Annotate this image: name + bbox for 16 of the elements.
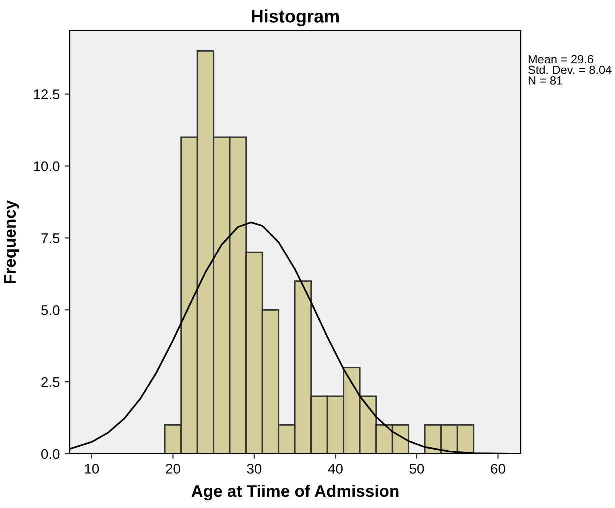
y-tick-label: 12.5 — [34, 90, 60, 100]
text: Mean = 29.6 Std. Dev. = 8.04 N = 81 — [528, 55, 612, 85]
x-tick-label: 50 — [410, 464, 424, 474]
y-tick-label: 7.5 — [42, 234, 60, 244]
x-tick-label: 10 — [85, 464, 100, 474]
chart-title: Histogram — [252, 10, 340, 26]
y-tick-label: 5.0 — [42, 305, 60, 316]
y-tick-label: 2.5 — [42, 377, 60, 388]
x-tick-label: 60 — [491, 464, 506, 474]
x-tick-label: 40 — [328, 464, 343, 474]
x-axis-title: Age at Tiime of Admission — [192, 485, 399, 501]
x-tick-label: 20 — [166, 464, 180, 474]
y-axis-title: Frequency — [4, 200, 20, 284]
y-tick-label: 0.0 — [42, 449, 60, 460]
x-tick-label: 30 — [247, 464, 262, 474]
y-tick-label: 10.0 — [34, 162, 60, 172]
